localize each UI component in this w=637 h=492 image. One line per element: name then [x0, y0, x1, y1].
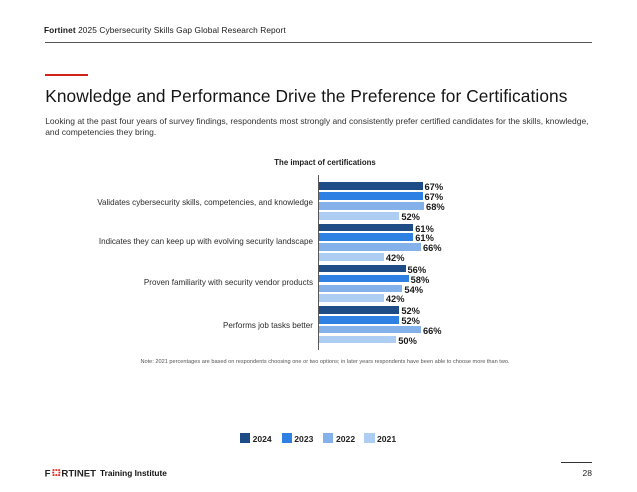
svg-text:F: F [45, 468, 51, 479]
svg-text:RTINET: RTINET [61, 468, 96, 479]
